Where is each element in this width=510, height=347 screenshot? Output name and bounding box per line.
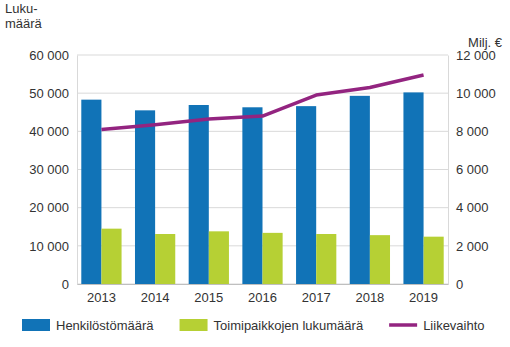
grid-line [77, 93, 448, 94]
tick-label: 0 [456, 277, 463, 292]
tick: 2019 [409, 284, 438, 305]
tick: 2014 [141, 284, 170, 305]
tick: 2018 [355, 284, 384, 305]
tick: 2016 [248, 284, 277, 305]
bar [135, 110, 155, 284]
tick: 30 000 [29, 162, 77, 177]
bar [101, 229, 121, 284]
tick: 4 000 [448, 200, 489, 215]
marks [81, 75, 443, 284]
tick-label: 50 000 [29, 86, 69, 101]
y-axis-title-line: määrä [5, 16, 43, 31]
tick: 20 000 [29, 200, 77, 215]
tick-label: 20 000 [29, 200, 69, 215]
tick-label: 10 000 [456, 86, 496, 101]
tick-label: 10 000 [29, 238, 69, 253]
legend-item: Liikevaihto [389, 318, 484, 333]
y2-axis: 02 0004 0006 0008 00010 00012 000 [448, 48, 496, 292]
tick: 10 000 [448, 86, 496, 101]
legend: Henkilöstömäärä Toimipaikkojen lukumäärä L… [22, 318, 485, 333]
tick: 2015 [194, 284, 223, 305]
tick-label: 30 000 [29, 162, 69, 177]
tick: 60 000 [29, 48, 77, 63]
tick-label: 2016 [248, 290, 277, 305]
bar [316, 234, 336, 284]
tick-label: 60 000 [29, 48, 69, 63]
bar [242, 107, 262, 284]
tick-label: 2014 [141, 290, 170, 305]
x-axis: 2013 2014 2015 2016 2017 2018 2019 [78, 284, 449, 305]
tick: 50 000 [29, 86, 77, 101]
tick: 40 000 [29, 124, 77, 139]
y-axis-title: Luku-määrä [5, 1, 43, 31]
tick: 2017 [302, 284, 331, 305]
legend-item: Henkilöstömäärä [22, 318, 154, 333]
bar-series [81, 92, 423, 284]
bar [350, 96, 370, 284]
bar [81, 100, 101, 284]
legend-label: Henkilöstömäärä [56, 318, 154, 333]
bar [296, 106, 316, 284]
bar [155, 234, 175, 284]
axis-line [77, 56, 78, 285]
tick-label: 0 [62, 277, 69, 292]
bar [263, 233, 283, 284]
legend-item: Toimipaikkojen lukumäärä [180, 318, 364, 333]
legend-swatch [180, 319, 208, 331]
legend-swatch [389, 323, 417, 327]
plot: 0 10 000 20 000 30 000 40 000 50 000 60 000 0 2 … [29, 48, 496, 306]
tick-label: 2 000 [456, 238, 489, 253]
bar [370, 235, 390, 284]
tick: 0 [448, 277, 463, 292]
tick-label: 8 000 [456, 124, 489, 139]
tick-label: 2017 [302, 290, 331, 305]
tick: 8 000 [448, 124, 489, 139]
axis-line [448, 56, 449, 285]
bar [403, 92, 423, 284]
tick-label: 2013 [87, 290, 116, 305]
tick-label: 2019 [409, 290, 438, 305]
tick-label: 2018 [355, 290, 384, 305]
grid-line [77, 55, 448, 56]
legend-label: Liikevaihto [423, 318, 484, 333]
tick: 2 000 [448, 238, 489, 253]
tick-label: 2015 [194, 290, 223, 305]
y-axis: 0 10 000 20 000 30 000 40 000 50 000 60 000 [29, 48, 77, 292]
tick-label: 40 000 [29, 124, 69, 139]
bar [209, 231, 229, 284]
legend-label: Toimipaikkojen lukumäärä [214, 318, 364, 333]
tick: 0 [62, 277, 77, 292]
bar [424, 237, 444, 284]
bar-series [101, 229, 443, 284]
tick: 10 000 [29, 238, 77, 253]
y2-axis-title: Milj. € [468, 35, 503, 50]
y-axis-title-line: Luku- [5, 1, 38, 16]
chart: 0 10 000 20 000 30 000 40 000 50 000 60 000 0 2 … [0, 0, 510, 347]
legend-swatch [22, 319, 50, 331]
axis-line [78, 284, 449, 285]
bar [189, 105, 209, 284]
tick-label: 4 000 [456, 200, 489, 215]
tick: 2013 [87, 284, 116, 305]
line [101, 75, 423, 129]
tick-label: 6 000 [456, 162, 489, 177]
tick: 6 000 [448, 162, 489, 177]
grid [77, 55, 448, 284]
